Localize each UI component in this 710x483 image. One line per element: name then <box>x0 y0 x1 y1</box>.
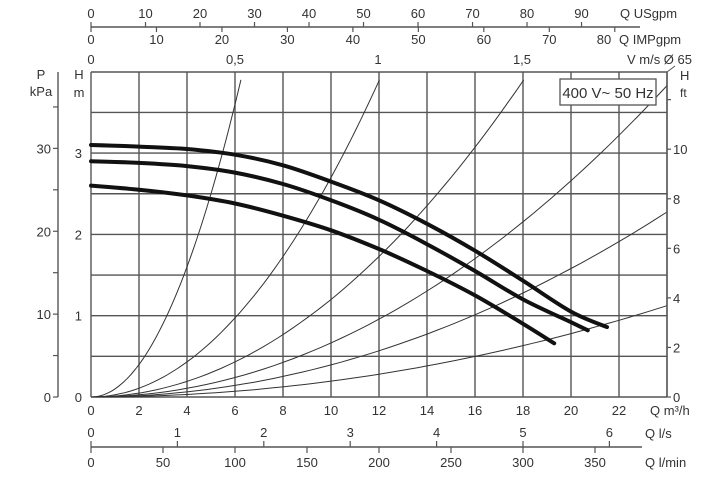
svg-text:8: 8 <box>279 403 286 418</box>
svg-text:2: 2 <box>135 403 142 418</box>
svg-text:16: 16 <box>468 403 482 418</box>
svg-text:V m/s Ø 65: V m/s Ø 65 <box>627 52 692 67</box>
svg-text:22: 22 <box>612 403 626 418</box>
svg-text:2: 2 <box>75 227 82 242</box>
svg-text:0: 0 <box>75 390 82 405</box>
svg-text:0: 0 <box>87 52 94 67</box>
svg-text:P: P <box>37 67 46 82</box>
system-curve <box>91 305 668 398</box>
svg-text:50: 50 <box>156 455 170 470</box>
svg-text:Q m³/h: Q m³/h <box>650 403 690 418</box>
svg-text:5: 5 <box>519 425 526 440</box>
svg-text:60: 60 <box>477 32 491 47</box>
svg-text:10: 10 <box>324 403 338 418</box>
svg-text:70: 70 <box>542 32 556 47</box>
svg-text:0: 0 <box>87 455 94 470</box>
svg-text:1: 1 <box>75 309 82 324</box>
pump-curve <box>89 183 557 346</box>
svg-text:40: 40 <box>302 6 316 21</box>
svg-text:Q l/s: Q l/s <box>645 426 672 441</box>
svg-text:3: 3 <box>347 425 354 440</box>
svg-text:30: 30 <box>247 6 261 21</box>
svg-text:0: 0 <box>87 425 94 440</box>
svg-text:4: 4 <box>183 403 190 418</box>
pump-curve <box>89 142 609 330</box>
svg-text:8: 8 <box>673 192 680 207</box>
system-curve <box>90 79 525 398</box>
system-curve <box>90 79 380 398</box>
svg-text:6: 6 <box>606 425 613 440</box>
svg-text:Q l/min: Q l/min <box>645 455 686 470</box>
svg-text:2: 2 <box>260 425 267 440</box>
svg-text:30: 30 <box>37 141 51 156</box>
svg-text:200: 200 <box>368 455 390 470</box>
svg-text:14: 14 <box>420 403 434 418</box>
svg-text:10: 10 <box>138 6 152 21</box>
svg-text:4: 4 <box>433 425 440 440</box>
svg-text:100: 100 <box>224 455 246 470</box>
svg-text:90: 90 <box>574 6 588 21</box>
svg-text:0: 0 <box>673 390 680 405</box>
svg-text:H: H <box>680 68 689 83</box>
svg-text:40: 40 <box>346 32 360 47</box>
svg-text:300: 300 <box>512 455 534 470</box>
voltage-label: 400 V~ 50 Hz <box>562 85 653 102</box>
svg-text:350: 350 <box>584 455 606 470</box>
system-curve <box>90 211 668 398</box>
svg-text:2: 2 <box>673 340 680 355</box>
svg-text:H: H <box>74 67 83 82</box>
svg-text:4: 4 <box>673 291 680 306</box>
svg-text:0: 0 <box>87 403 94 418</box>
svg-text:20: 20 <box>215 32 229 47</box>
svg-text:18: 18 <box>516 403 530 418</box>
svg-text:10: 10 <box>673 142 687 157</box>
svg-text:kPa: kPa <box>30 84 53 99</box>
svg-text:1,5: 1,5 <box>513 52 531 67</box>
svg-text:30: 30 <box>280 32 294 47</box>
system-curve <box>90 79 242 398</box>
svg-text:80: 80 <box>597 32 611 47</box>
svg-text:m: m <box>74 85 85 100</box>
svg-text:1: 1 <box>174 425 181 440</box>
svg-text:1: 1 <box>374 52 381 67</box>
svg-text:3: 3 <box>75 146 82 161</box>
svg-text:20: 20 <box>37 224 51 239</box>
pump-curves <box>89 142 609 346</box>
svg-text:80: 80 <box>520 6 534 21</box>
svg-text:0: 0 <box>87 32 94 47</box>
svg-text:20: 20 <box>564 403 578 418</box>
grid <box>90 71 668 398</box>
svg-text:50: 50 <box>411 32 425 47</box>
svg-text:6: 6 <box>231 403 238 418</box>
svg-text:Q IMPgpm: Q IMPgpm <box>619 32 681 47</box>
svg-text:0: 0 <box>44 390 51 405</box>
svg-text:Q USgpm: Q USgpm <box>620 6 677 21</box>
svg-text:12: 12 <box>372 403 386 418</box>
svg-text:0: 0 <box>87 6 94 21</box>
svg-text:20: 20 <box>193 6 207 21</box>
svg-text:50: 50 <box>356 6 370 21</box>
svg-text:6: 6 <box>673 241 680 256</box>
voltage-badge: 400 V~ 50 Hz <box>559 78 657 106</box>
svg-text:10: 10 <box>37 307 51 322</box>
svg-text:0,5: 0,5 <box>226 52 244 67</box>
svg-text:10: 10 <box>149 32 163 47</box>
svg-text:ft: ft <box>680 86 687 100</box>
svg-text:70: 70 <box>465 6 479 21</box>
svg-text:150: 150 <box>296 455 318 470</box>
svg-text:60: 60 <box>411 6 425 21</box>
pump-curve <box>89 159 590 333</box>
system-curves <box>90 79 668 398</box>
system-curve <box>90 85 668 398</box>
svg-text:250: 250 <box>440 455 462 470</box>
